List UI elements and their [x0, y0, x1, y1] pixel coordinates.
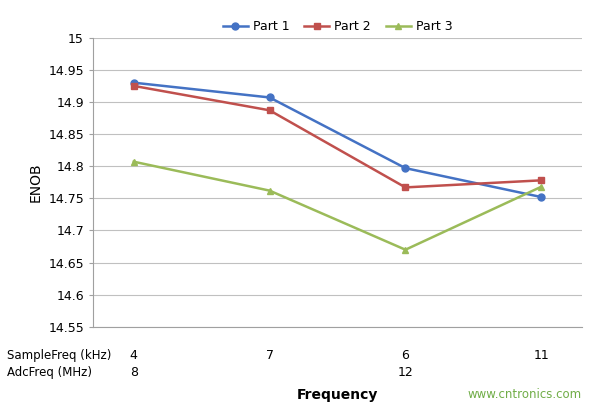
- Text: AdcFreq (MHz): AdcFreq (MHz): [7, 366, 92, 379]
- Part 2: [130, 83, 137, 88]
- Text: 7: 7: [266, 349, 274, 362]
- Text: 6: 6: [401, 349, 409, 362]
- Part 3: [266, 188, 273, 193]
- Part 2: [538, 178, 545, 183]
- Y-axis label: ENOB: ENOB: [29, 163, 43, 202]
- Part 3: [538, 184, 545, 189]
- Part 1: [266, 95, 273, 100]
- Line: Part 2: Part 2: [130, 83, 545, 191]
- Part 1: [402, 166, 409, 171]
- Text: www.cntronics.com: www.cntronics.com: [468, 388, 582, 401]
- Text: SampleFreq (kHz): SampleFreq (kHz): [7, 349, 111, 362]
- Part 2: [402, 185, 409, 190]
- Line: Part 3: Part 3: [130, 158, 545, 253]
- Text: Frequency: Frequency: [297, 388, 378, 402]
- Part 3: [402, 247, 409, 252]
- Part 1: [130, 80, 137, 85]
- Part 1: [538, 194, 545, 199]
- Part 2: [266, 108, 273, 113]
- Text: 11: 11: [533, 349, 549, 362]
- Text: 12: 12: [398, 366, 413, 379]
- Line: Part 1: Part 1: [130, 79, 545, 201]
- Text: 4: 4: [130, 349, 137, 362]
- Part 3: [130, 159, 137, 164]
- Text: 8: 8: [130, 366, 138, 379]
- Legend: Part 1, Part 2, Part 3: Part 1, Part 2, Part 3: [218, 15, 457, 38]
